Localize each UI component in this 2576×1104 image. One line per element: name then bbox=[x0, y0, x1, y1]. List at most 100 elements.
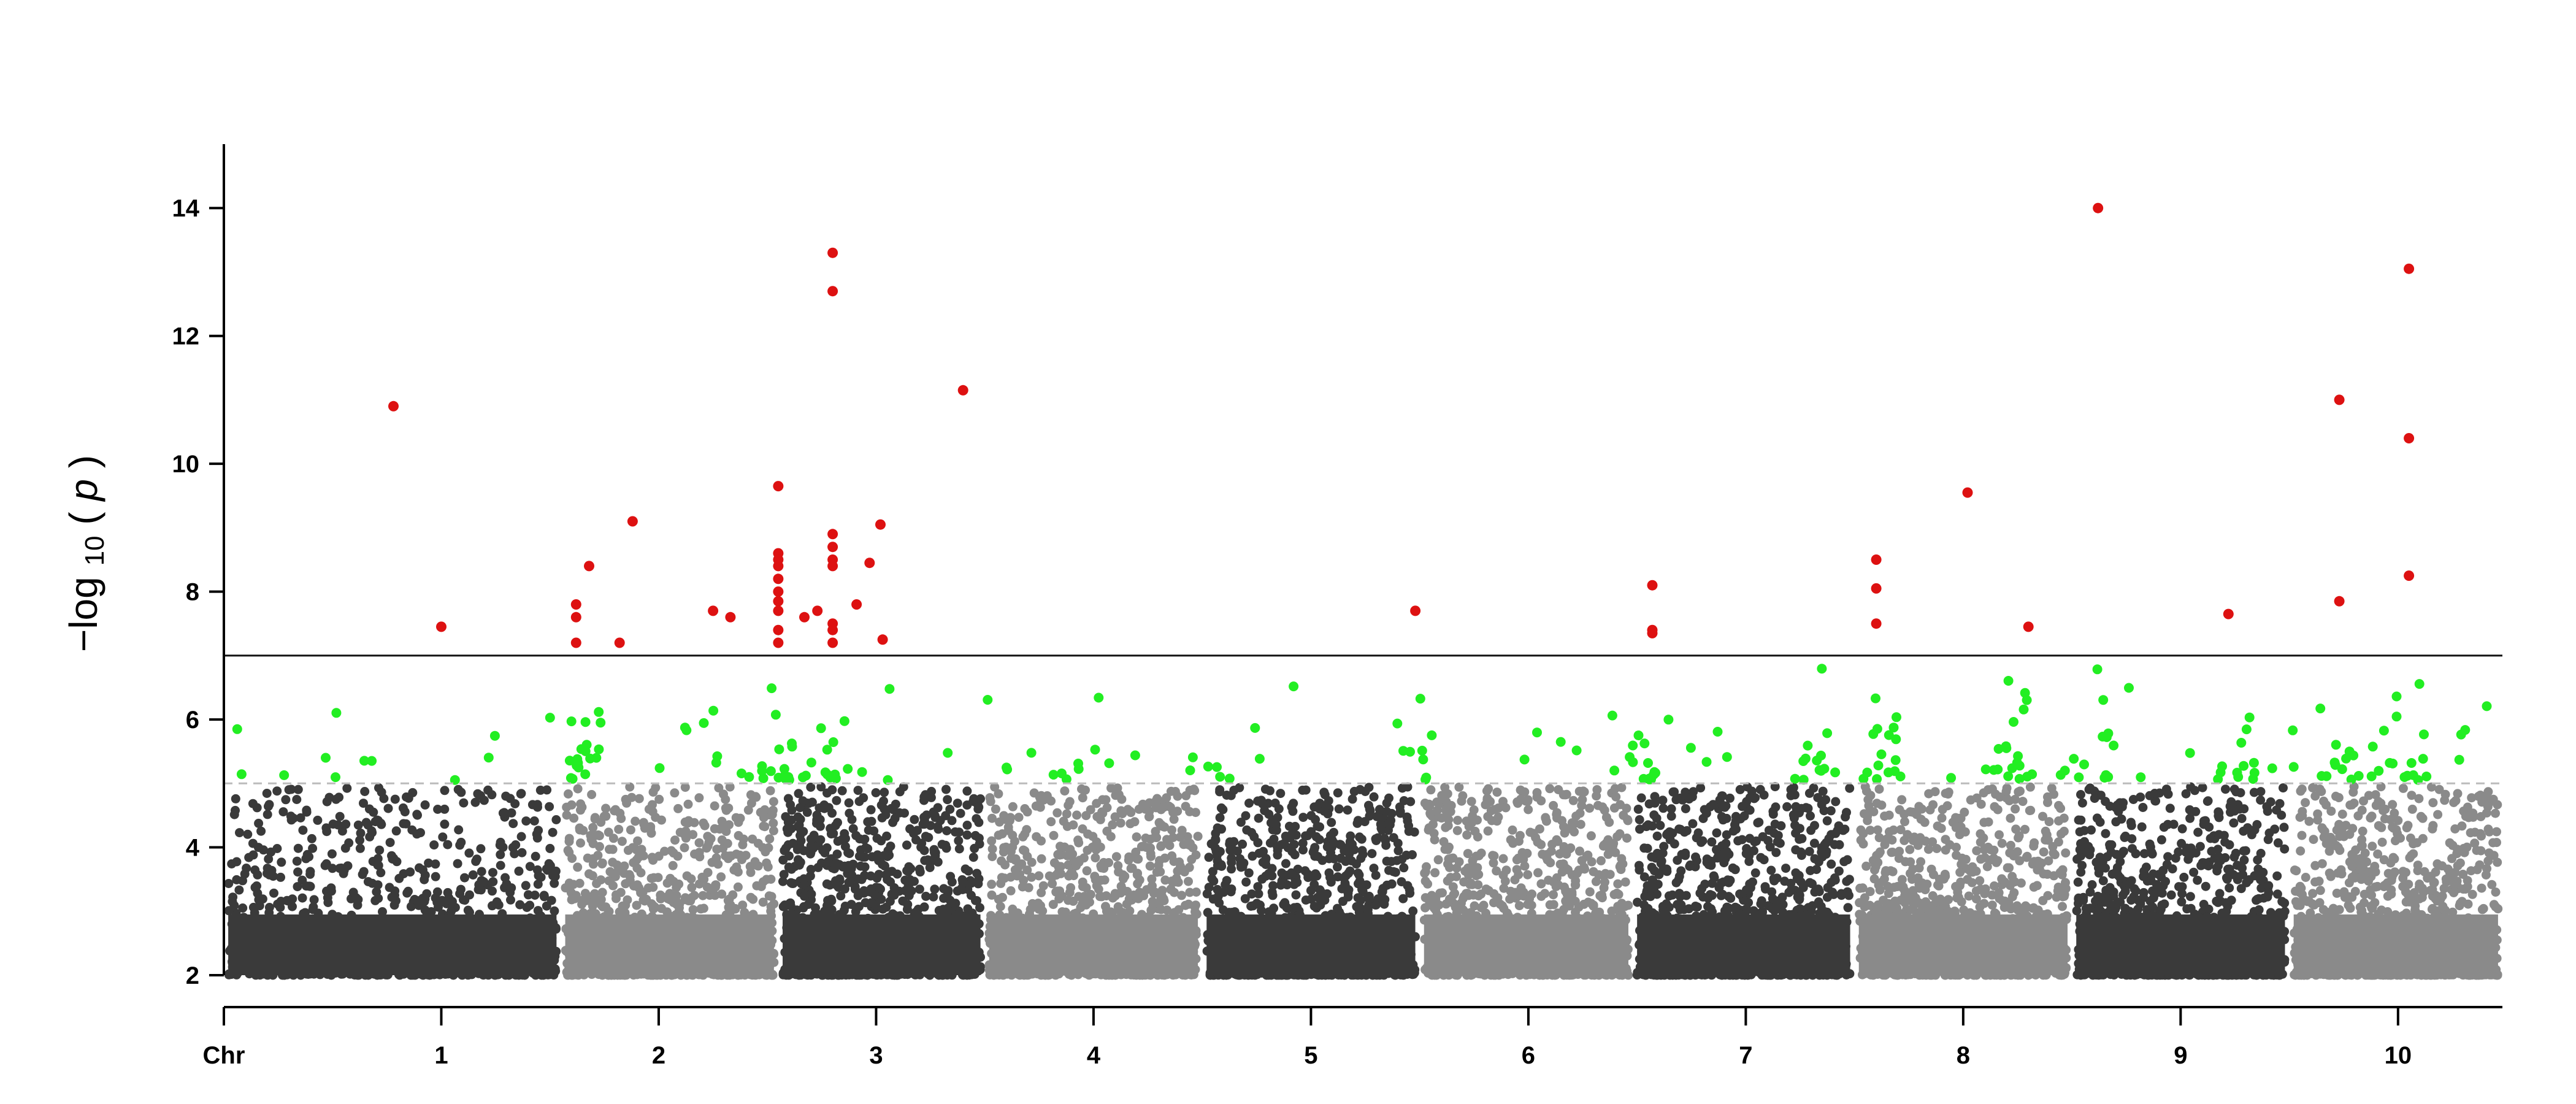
snp-point bbox=[548, 827, 558, 837]
snp-point bbox=[1344, 868, 1353, 878]
snp-point bbox=[476, 885, 486, 895]
snp-point bbox=[939, 884, 949, 894]
snp-point bbox=[673, 803, 683, 813]
snp-point bbox=[1315, 822, 1325, 832]
snp-point bbox=[1389, 867, 1398, 876]
snp-point bbox=[296, 813, 305, 822]
snp-point bbox=[404, 886, 413, 896]
snp-point bbox=[905, 875, 915, 884]
snp-point bbox=[340, 843, 350, 853]
snp-point bbox=[394, 873, 404, 883]
snp-point bbox=[335, 811, 345, 821]
snp-point bbox=[1147, 874, 1157, 884]
snp-point bbox=[1101, 795, 1111, 805]
snp-point bbox=[954, 827, 964, 837]
snp-density-band bbox=[989, 914, 1198, 975]
snp-density-band bbox=[565, 914, 774, 975]
snp-point bbox=[1298, 845, 1308, 855]
snp-point bbox=[248, 799, 258, 808]
snp-point bbox=[788, 879, 798, 888]
snp-point bbox=[1006, 886, 1016, 895]
snp-point bbox=[545, 802, 554, 811]
snp-point bbox=[262, 789, 272, 798]
snp-point bbox=[614, 824, 624, 834]
snp-point bbox=[1125, 819, 1135, 829]
snp-point bbox=[1217, 862, 1227, 871]
chromosome-2-points bbox=[561, 782, 779, 980]
snp-point bbox=[914, 884, 924, 894]
snp-point bbox=[1155, 856, 1164, 865]
snp-point bbox=[1049, 830, 1059, 840]
snp-point bbox=[1387, 879, 1397, 889]
snp-point bbox=[1111, 889, 1121, 899]
snp-point bbox=[1309, 802, 1319, 812]
snp-point bbox=[1229, 845, 1238, 854]
snp-point bbox=[551, 866, 561, 876]
snp-point bbox=[327, 849, 337, 859]
snp-point bbox=[1274, 804, 1284, 814]
snp-point bbox=[723, 854, 733, 864]
chromosome-1-points bbox=[224, 783, 561, 980]
snp-point bbox=[604, 827, 613, 837]
snp-point bbox=[818, 845, 828, 855]
snp-point bbox=[508, 819, 518, 829]
snp-point bbox=[734, 818, 743, 827]
snp-point bbox=[1092, 837, 1102, 847]
snp-point bbox=[712, 845, 722, 854]
snp-point bbox=[1074, 857, 1084, 867]
snp-density-band bbox=[1206, 914, 1416, 975]
snp-point bbox=[575, 823, 585, 833]
snp-point bbox=[646, 822, 656, 832]
snp-point bbox=[734, 830, 743, 840]
snp-point bbox=[507, 808, 516, 818]
snp-point bbox=[234, 885, 244, 895]
snp-point bbox=[725, 782, 735, 792]
snp-point bbox=[657, 903, 667, 913]
snp-point bbox=[455, 889, 465, 899]
snp-point bbox=[550, 878, 559, 888]
snp-point bbox=[567, 895, 577, 905]
snp-point bbox=[799, 874, 809, 884]
snp-point bbox=[702, 883, 712, 892]
snp-point bbox=[631, 816, 640, 826]
snp-point bbox=[827, 808, 837, 818]
snp-point bbox=[1065, 797, 1075, 807]
snp-point bbox=[1082, 866, 1092, 876]
snp-point bbox=[464, 848, 474, 858]
snp-point bbox=[1145, 861, 1155, 871]
snp-point bbox=[962, 821, 972, 830]
snp-point bbox=[1312, 871, 1322, 881]
snp-point bbox=[638, 887, 648, 897]
snp-point bbox=[313, 815, 323, 825]
snp-point bbox=[275, 903, 285, 912]
snp-point bbox=[1358, 849, 1368, 859]
snp-point bbox=[802, 807, 812, 817]
snp-point bbox=[832, 795, 841, 805]
snp-point bbox=[1052, 808, 1062, 818]
snp-point bbox=[567, 800, 577, 810]
snp-point bbox=[716, 872, 726, 882]
snp-point bbox=[1047, 873, 1057, 883]
snp-point bbox=[390, 886, 400, 896]
snp-point bbox=[281, 795, 291, 805]
snp-point bbox=[229, 900, 239, 910]
snp-point bbox=[1334, 804, 1344, 814]
snp-point bbox=[506, 895, 515, 905]
snp-point bbox=[1395, 807, 1405, 816]
snp-point bbox=[999, 843, 1009, 853]
snp-point bbox=[360, 787, 370, 796]
snp-point bbox=[604, 907, 614, 916]
snp-point bbox=[586, 835, 596, 845]
snp-point bbox=[244, 853, 254, 862]
snp-point bbox=[1064, 860, 1073, 870]
snp-point bbox=[1592, 791, 1601, 801]
snp-point bbox=[1341, 856, 1351, 866]
snp-point bbox=[626, 825, 635, 835]
snp-point bbox=[378, 907, 387, 916]
snp-point bbox=[1032, 832, 1041, 841]
snp-point bbox=[1281, 859, 1290, 868]
snp-point bbox=[1379, 899, 1389, 909]
snp-point bbox=[1324, 796, 1333, 806]
snp-point bbox=[604, 876, 614, 886]
